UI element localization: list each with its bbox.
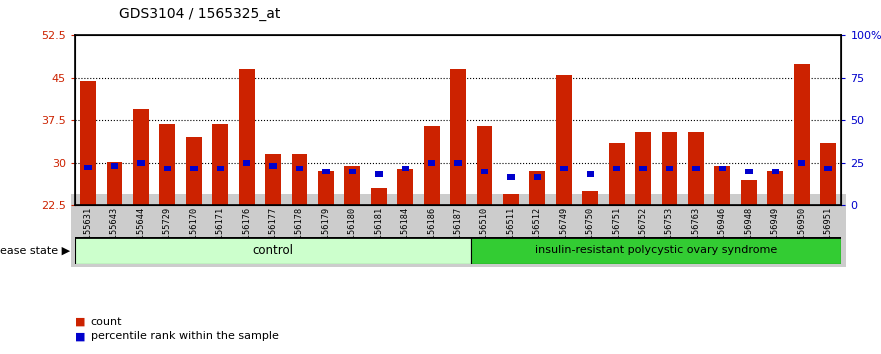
Bar: [397, 169, 413, 205]
Bar: [186, 137, 202, 205]
Bar: [322, 169, 329, 174]
Bar: [507, 174, 515, 180]
Bar: [772, 169, 779, 174]
Bar: [477, 126, 492, 205]
Bar: [159, 124, 175, 205]
Bar: [825, 166, 832, 171]
Text: GDS3104 / 1565325_at: GDS3104 / 1565325_at: [119, 7, 280, 21]
Bar: [212, 124, 228, 205]
Bar: [428, 160, 435, 166]
Bar: [424, 126, 440, 205]
Bar: [794, 64, 810, 205]
Bar: [402, 166, 409, 171]
Bar: [692, 166, 700, 171]
Bar: [318, 171, 334, 205]
Bar: [133, 109, 149, 205]
Bar: [640, 166, 647, 171]
Bar: [137, 160, 144, 166]
Bar: [190, 166, 197, 171]
Bar: [239, 69, 255, 205]
Text: ■: ■: [75, 331, 85, 341]
Bar: [450, 69, 466, 205]
Bar: [688, 132, 704, 205]
Text: count: count: [91, 317, 122, 327]
Bar: [217, 166, 224, 171]
Bar: [582, 191, 598, 205]
Bar: [745, 169, 752, 174]
Bar: [714, 166, 730, 205]
Text: control: control: [253, 244, 293, 257]
Bar: [270, 163, 277, 169]
Bar: [635, 132, 651, 205]
Bar: [292, 154, 307, 205]
Bar: [662, 132, 677, 205]
Bar: [798, 160, 805, 166]
Bar: [296, 166, 303, 171]
Bar: [243, 160, 250, 166]
Bar: [80, 81, 96, 205]
Bar: [609, 143, 625, 205]
Bar: [767, 171, 783, 205]
Bar: [164, 166, 171, 171]
Bar: [371, 188, 387, 205]
Bar: [85, 165, 92, 170]
Bar: [719, 166, 726, 171]
Bar: [613, 166, 620, 171]
Bar: [75, 237, 471, 264]
Bar: [529, 171, 545, 205]
Bar: [556, 75, 572, 205]
Bar: [481, 169, 488, 174]
Bar: [534, 174, 541, 180]
Bar: [344, 166, 360, 205]
Bar: [587, 171, 594, 177]
Bar: [375, 171, 382, 177]
Bar: [455, 160, 462, 166]
Bar: [666, 166, 673, 171]
Bar: [349, 169, 356, 174]
Bar: [503, 194, 519, 205]
Bar: [741, 180, 757, 205]
Text: disease state ▶: disease state ▶: [0, 245, 70, 256]
Text: insulin-resistant polycystic ovary syndrome: insulin-resistant polycystic ovary syndr…: [536, 245, 777, 256]
Bar: [107, 162, 122, 205]
Text: percentile rank within the sample: percentile rank within the sample: [91, 331, 278, 341]
Bar: [560, 166, 567, 171]
Bar: [265, 154, 281, 205]
Text: ■: ■: [75, 317, 85, 327]
Bar: [111, 163, 118, 169]
Bar: [820, 143, 836, 205]
Bar: [471, 237, 841, 264]
